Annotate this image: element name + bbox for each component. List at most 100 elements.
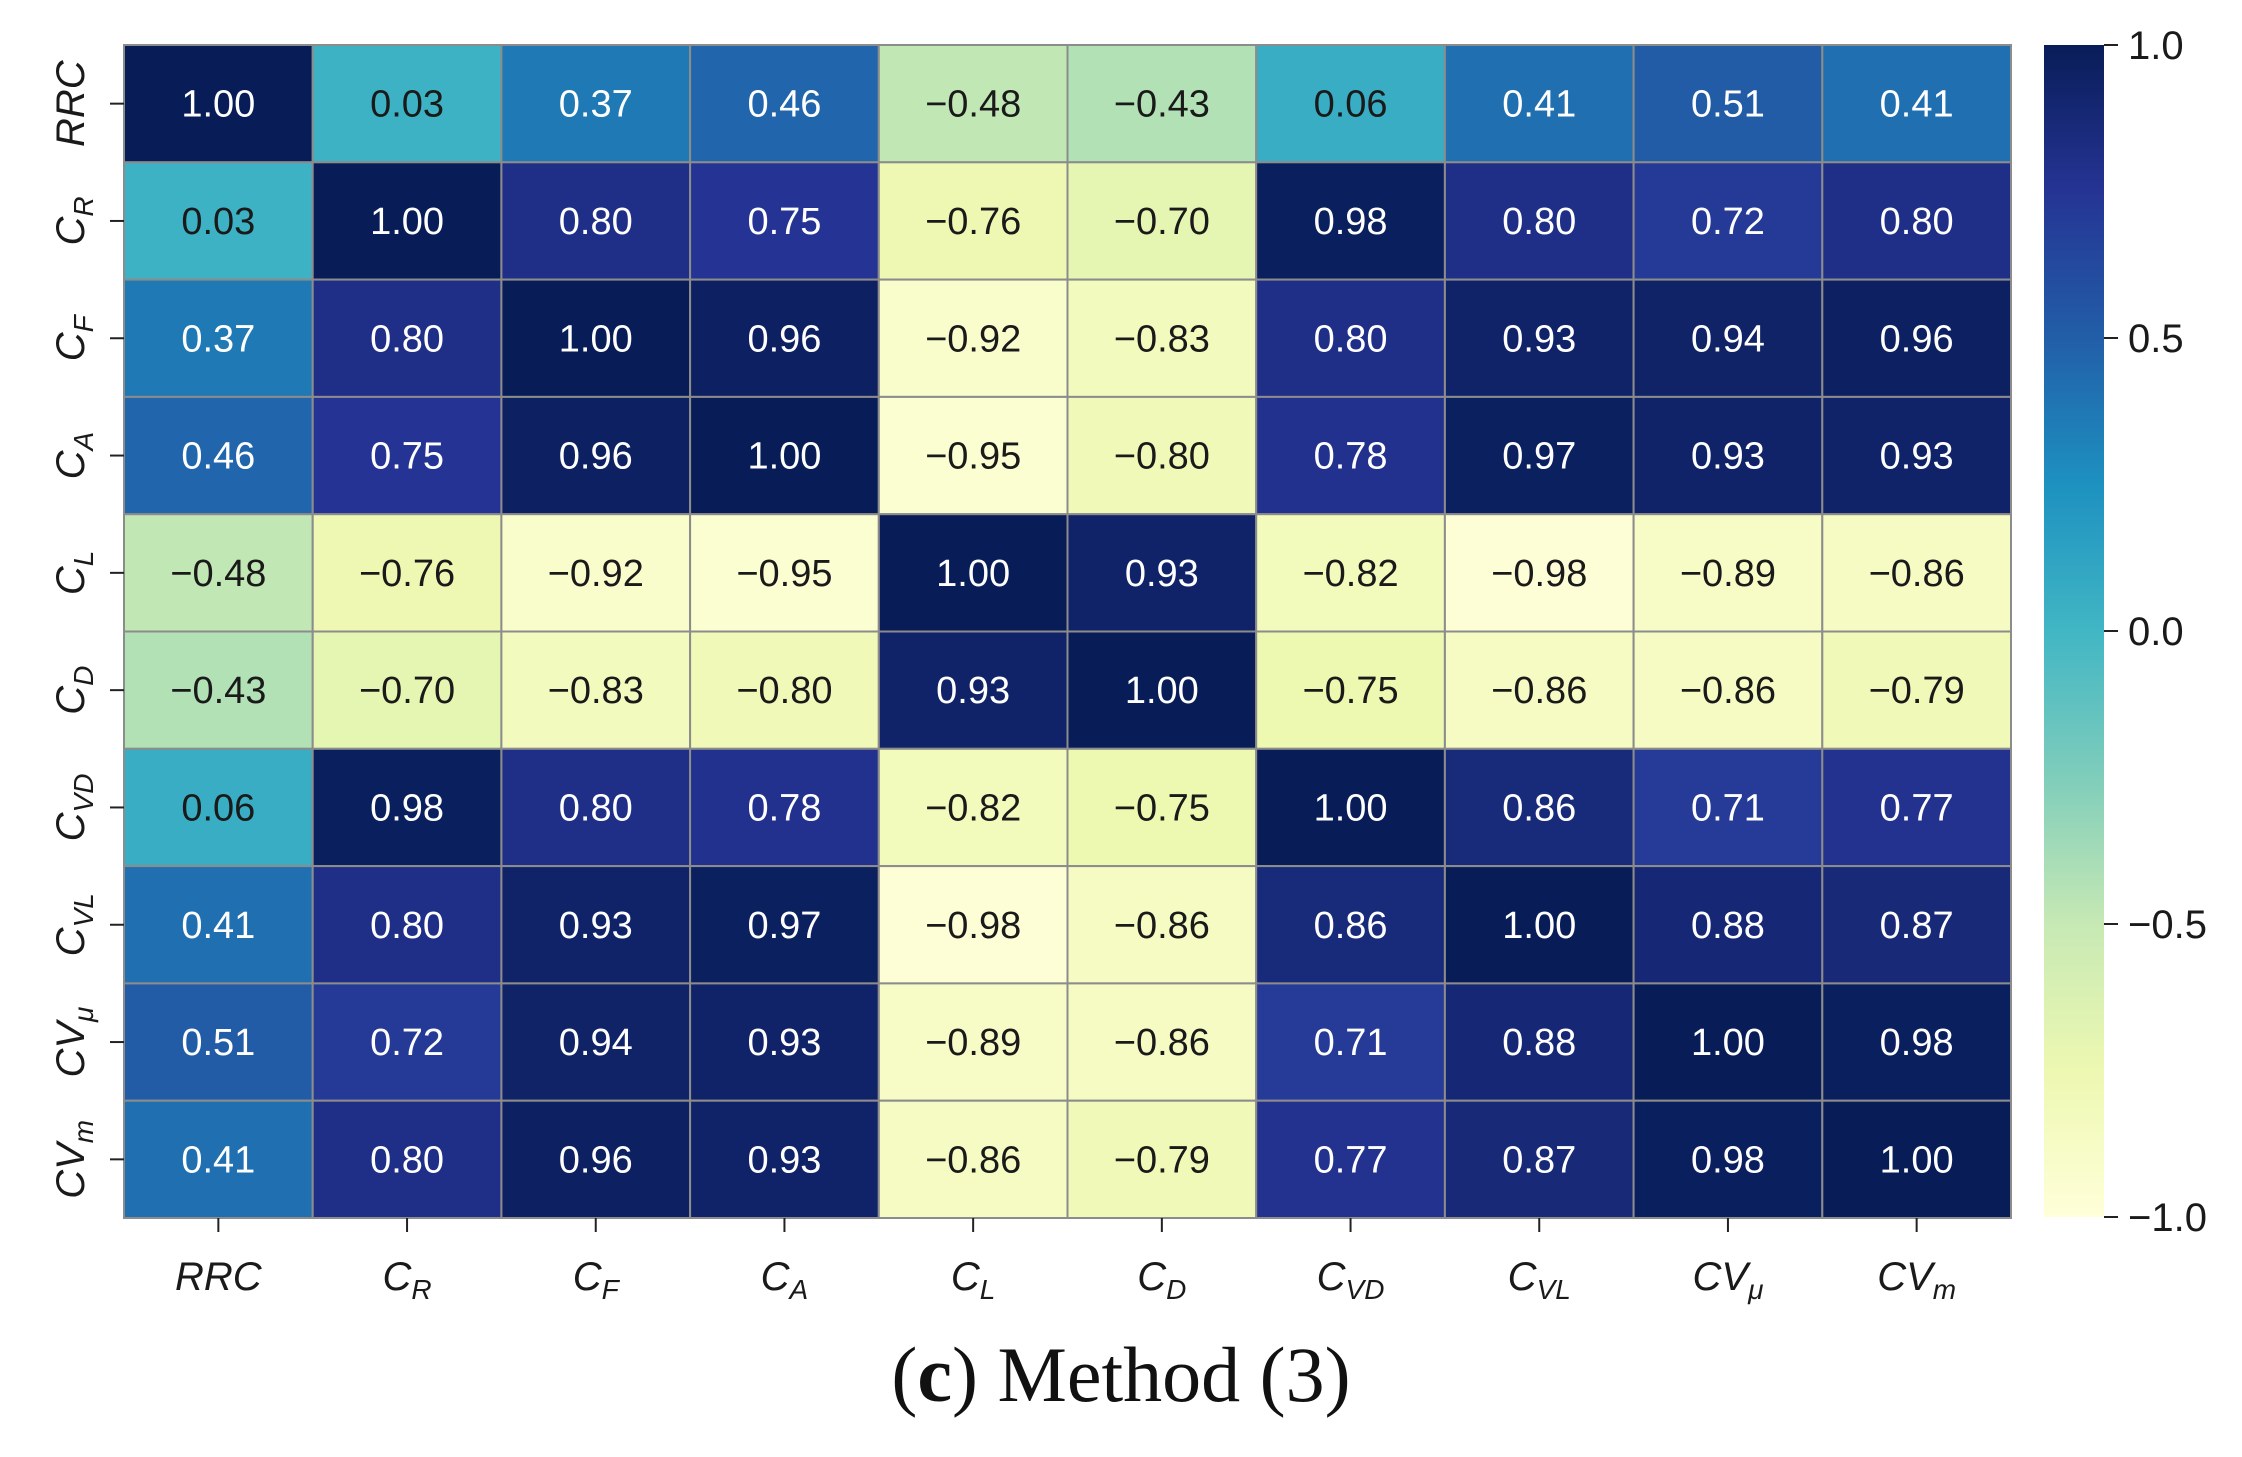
heatmap-cell [1066, 747, 1258, 868]
heatmap-cell [689, 1099, 880, 1219]
y-tick-label: CF [49, 313, 99, 361]
cell-value-label: −0.83 [548, 670, 644, 712]
cell-value-label: 0.41 [1880, 84, 1954, 126]
heatmap-cell [689, 747, 880, 868]
y-tick-label: CR [49, 196, 99, 245]
cell-value-label: 0.93 [1880, 436, 1954, 478]
heatmap-cell [1632, 747, 1824, 868]
heatmap-cell [500, 982, 692, 1102]
cell-value-label: 0.71 [1691, 787, 1765, 829]
cell-value-label: 1.00 [370, 201, 444, 243]
heatmap-cell [1632, 278, 1824, 398]
cell-value-label: 0.93 [747, 1022, 821, 1064]
cell-value-label: −0.98 [1491, 553, 1587, 595]
heatmap-cell [1255, 747, 1446, 868]
cell-value-label: −0.98 [925, 905, 1021, 947]
heatmap-cell [1255, 278, 1446, 398]
cell-value-label: 0.41 [181, 1139, 255, 1181]
x-tick-label: CF [573, 1255, 621, 1305]
x-tick-label: CD [1137, 1255, 1186, 1305]
cell-value-label: −0.89 [925, 1022, 1021, 1064]
heatmap-cell [1443, 982, 1635, 1102]
heatmap-cell [123, 44, 314, 164]
caption-text: Method (3) [997, 1331, 1351, 1418]
cell-value-label: 0.06 [181, 787, 255, 829]
heatmap-cell [1066, 161, 1258, 281]
cell-value-label: −0.92 [548, 553, 644, 595]
cell-value-label: −0.75 [1302, 670, 1398, 712]
heatmap-cell [689, 865, 880, 985]
y-axis: RRC CR CF CA CL CD CVD CVL CVμ CVm [49, 59, 124, 1199]
cell-value-label: 0.80 [370, 905, 444, 947]
heatmap-cell [1632, 161, 1824, 281]
heatmap-cell [1443, 513, 1635, 633]
cell-value-label: −0.70 [359, 670, 455, 712]
heatmap-cell [877, 982, 1069, 1102]
heatmap-cell [689, 161, 880, 281]
cell-value-label: −0.80 [736, 670, 832, 712]
cell-value-label: −0.89 [1680, 553, 1776, 595]
x-tick-label: RRC [175, 1255, 263, 1299]
heatmap-cell [1255, 1099, 1446, 1219]
heatmap-cell [1066, 865, 1258, 985]
colorbar-tick-label: 0.0 [2128, 610, 2184, 654]
heatmap-cells [123, 44, 2013, 1219]
cell-value-label: 1.00 [1314, 787, 1388, 829]
heatmap-cell [1255, 982, 1446, 1102]
cell-value-label: 1.00 [1691, 1022, 1765, 1064]
cell-value-label: 0.03 [370, 84, 444, 126]
heatmap-cell [500, 44, 692, 164]
cell-value-label: 0.06 [1314, 84, 1388, 126]
heatmap-cell [1443, 161, 1635, 281]
cell-value-label: 0.80 [559, 787, 633, 829]
cell-value-label: −0.79 [1114, 1139, 1210, 1181]
y-tick-label: CVμ [49, 1007, 99, 1078]
cell-value-label: −0.76 [359, 553, 455, 595]
heatmap-cell [1066, 513, 1258, 633]
colorbar-tick-label: 0.5 [2128, 317, 2184, 361]
cell-value-label: −0.86 [1114, 1022, 1210, 1064]
heatmap-cell [311, 1099, 503, 1219]
heatmap-cell [1632, 513, 1824, 633]
cell-value-label: 0.75 [747, 201, 821, 243]
heatmap-cell [123, 1099, 314, 1219]
heatmap-cell [1066, 395, 1258, 516]
x-tick-label: CVL [1508, 1255, 1571, 1305]
y-tick-label: CD [49, 666, 99, 715]
cell-value-label: 0.93 [559, 905, 633, 947]
heatmap-cell [1821, 44, 2013, 164]
cell-value-label: 0.72 [1691, 201, 1765, 243]
cell-value-label: 0.86 [1502, 787, 1576, 829]
y-tick-label: CL [49, 551, 99, 595]
heatmap-cell [1632, 982, 1824, 1102]
heatmap-cell [1255, 395, 1446, 516]
cell-value-label: −0.83 [1114, 318, 1210, 360]
heatmap-cell [1821, 1099, 2013, 1219]
heatmap-cell [1443, 44, 1635, 164]
cell-value-label: −0.86 [1869, 553, 1965, 595]
heatmap-cell [500, 278, 692, 398]
heatmap-cell-labels: 1.00 0.03 0.37 0.46 −0.48 −0.43 0.06 0.41 0.51 0.… [170, 84, 1964, 1182]
cell-value-label: 0.80 [370, 1139, 444, 1181]
heatmap-cell [1821, 865, 2013, 985]
heatmap-cell [123, 395, 314, 516]
cell-value-label: 0.80 [1314, 318, 1388, 360]
cell-value-label: 0.78 [1314, 436, 1388, 478]
cell-value-label: 0.87 [1502, 1139, 1576, 1181]
y-tick-label: CVD [49, 774, 99, 842]
cell-value-label: 0.87 [1880, 905, 1954, 947]
cell-value-label: −0.43 [1114, 84, 1210, 126]
x-axis: RRC CR CF CA CL CD CVD CVL CVμ CVm [175, 1218, 1956, 1305]
cell-value-label: 0.41 [181, 905, 255, 947]
y-tick-label: CA [49, 432, 99, 480]
heatmap-cell [1443, 747, 1635, 868]
cell-value-label: 0.93 [747, 1139, 821, 1181]
cell-value-label: 0.88 [1502, 1022, 1576, 1064]
heatmap-cell [500, 865, 692, 985]
heatmap-cell [1632, 395, 1824, 516]
heatmap-cell [1632, 630, 1824, 750]
heatmap-cell [1255, 161, 1446, 281]
caption-letter: c [917, 1331, 952, 1418]
cell-value-label: 0.98 [1314, 201, 1388, 243]
